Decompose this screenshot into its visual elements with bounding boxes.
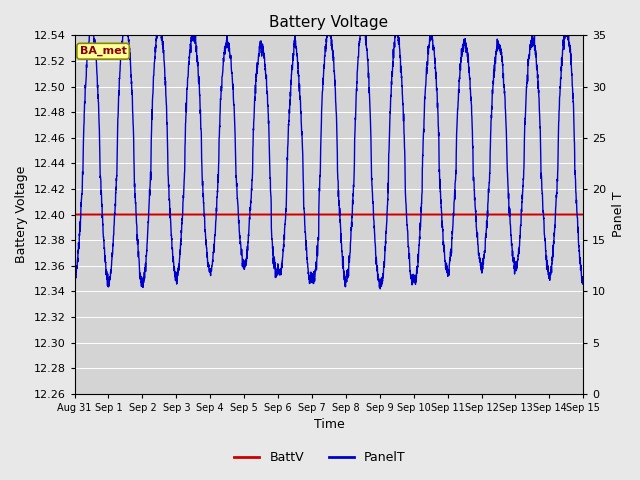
Text: BA_met: BA_met [79, 46, 127, 56]
Legend: BattV, PanelT: BattV, PanelT [229, 446, 411, 469]
Y-axis label: Panel T: Panel T [612, 192, 625, 238]
X-axis label: Time: Time [314, 419, 344, 432]
Y-axis label: Battery Voltage: Battery Voltage [15, 166, 28, 263]
Title: Battery Voltage: Battery Voltage [269, 15, 388, 30]
